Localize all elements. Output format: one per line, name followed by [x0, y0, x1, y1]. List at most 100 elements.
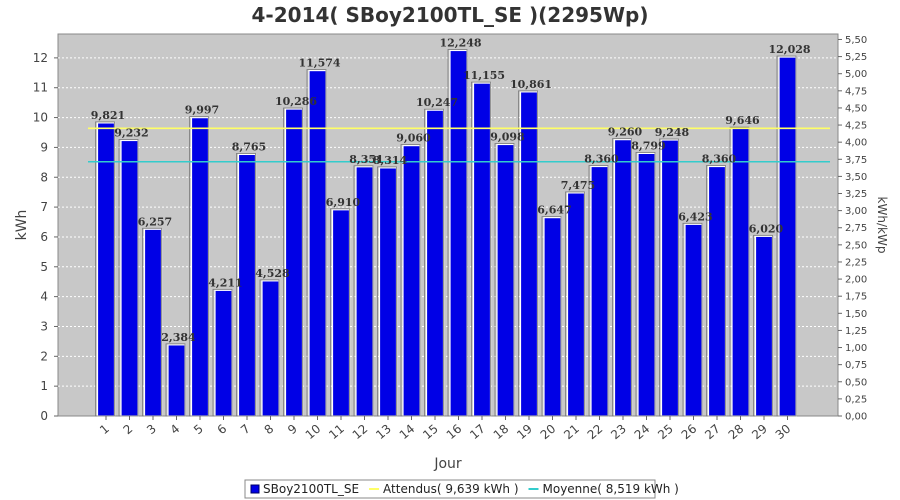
bar: [143, 228, 163, 417]
y-right-tick-label: 1,00: [845, 343, 867, 354]
bar-outline: [776, 55, 797, 417]
bar: [731, 127, 750, 417]
x-tick-label: 6: [215, 422, 230, 438]
y-right-tick-label: 5,00: [845, 69, 867, 80]
y-right-tick-label: 4,00: [845, 138, 867, 149]
y-tick-label: 2: [40, 349, 48, 363]
y-right-tick-label: 1,50: [845, 309, 867, 320]
bar-outline: [494, 143, 515, 417]
x-tick-label: 13: [373, 422, 394, 443]
bar: [590, 165, 609, 417]
bar-outline: [729, 126, 750, 417]
y-right-tick-label: 4,75: [845, 86, 867, 97]
data-label: 4,528: [255, 267, 290, 280]
y-axis-label: kWh: [14, 210, 30, 241]
x-axis: 1 2 3 4 5 6 7 8 9 10 11 12 13 14 15 16 17 18 19 20 21 22 23 24 2…: [97, 416, 793, 442]
y-right-tick-label: 3,25: [845, 189, 867, 200]
data-label: 9,248: [655, 126, 690, 139]
bar-outline: [659, 138, 679, 417]
bar-outline: [330, 208, 350, 417]
x-tick-label: 12: [350, 422, 371, 443]
data-label: 11,574: [298, 57, 340, 70]
y-right-tick-label: 2,75: [845, 223, 867, 234]
bar-outline: [165, 343, 186, 417]
bar: [613, 139, 633, 417]
x-tick-label: 11: [326, 422, 347, 443]
bar-outline: [471, 81, 491, 417]
bar-outline: [142, 227, 162, 417]
y-right-tick-label: 2,50: [845, 240, 867, 251]
x-tick-label: 26: [679, 422, 700, 443]
data-labels: 9,821 9,232 6,257 2,384 9,997 4,211 8,765 4,528…: [91, 36, 811, 343]
bar-outline: [353, 165, 374, 417]
data-label: 12,028: [768, 43, 810, 56]
y-tick-label: 3: [40, 319, 48, 333]
x-tick-label: 15: [420, 422, 441, 443]
y-right-tick-label: 0,25: [845, 394, 867, 405]
bar-outline: [588, 165, 609, 417]
y-tick-label: 10: [33, 111, 48, 125]
bar-outline: [259, 279, 280, 417]
legend-label: Attendus( 9,639 kWh ): [383, 482, 518, 496]
y-tick-label: 8: [40, 170, 48, 184]
bar-outline: [283, 107, 303, 417]
x-tick-label: 16: [444, 422, 465, 443]
x-tick-label: 1: [97, 422, 112, 438]
x-tick-label: 14: [397, 422, 418, 443]
x-tick-label: 25: [655, 422, 676, 443]
bar-outline: [189, 116, 209, 417]
legend-label: Moyenne( 8,519 kWh ): [543, 482, 679, 496]
bar-outline: [706, 165, 726, 417]
bar: [566, 192, 586, 417]
data-label: 9,098: [490, 130, 525, 143]
bar: [378, 167, 398, 417]
bar-outline: [682, 222, 703, 417]
data-label: 6,423: [678, 210, 712, 223]
bar-outline: [95, 121, 115, 417]
bar-outline: [753, 234, 773, 417]
chart-title: 4-2014( SBoy2100TL_SE )(2295Wp): [252, 3, 649, 27]
y-right-tick-label: 5,50: [845, 35, 867, 46]
data-label: 7,475: [561, 179, 595, 192]
x-tick-label: 29: [749, 422, 770, 443]
data-label: 8,799: [631, 139, 665, 152]
x-tick-label: 8: [262, 422, 277, 438]
data-label: 6,910: [326, 196, 361, 209]
x-tick-label: 10: [303, 422, 324, 443]
y-tick-label: 5: [40, 260, 48, 274]
x-tick-label: 2: [121, 422, 136, 438]
y-tick-label: 6: [40, 230, 48, 244]
y-right-tick-label: 5,25: [845, 52, 867, 63]
bar: [261, 280, 280, 417]
bar: [543, 217, 562, 417]
x-tick-label: 4: [168, 422, 183, 438]
legend: SBoy2100TL_SE Attendus( 9,639 kWh ) Moyenn…: [244, 479, 679, 499]
data-label: 8,765: [232, 140, 266, 153]
bar: [496, 143, 515, 417]
bar-outline: [612, 138, 632, 417]
bar-outline: [236, 153, 256, 417]
bar-outline: [424, 108, 444, 417]
data-label: 9,260: [608, 126, 643, 139]
data-label: 8,314: [373, 154, 408, 167]
bar-outline: [518, 90, 538, 417]
data-label: 8,351: [349, 153, 383, 166]
y-right-tick-label: 4,50: [845, 103, 867, 114]
y-tick-label: 11: [33, 81, 48, 95]
bar: [96, 122, 116, 417]
y-right-tick-label: 4,25: [845, 121, 867, 132]
bar-outline: [306, 69, 327, 417]
bar-outline: [565, 191, 585, 417]
x-tick-label: 24: [632, 422, 653, 443]
y-right-tick-label: 3,50: [845, 172, 867, 183]
bar: [754, 235, 774, 417]
x-tick-label: 22: [585, 422, 606, 443]
bar-outline: [541, 216, 562, 417]
x-tick-label: 9: [285, 422, 300, 438]
bar: [167, 344, 186, 417]
x-tick-label: 19: [514, 422, 535, 443]
data-label: 10,247: [416, 96, 458, 109]
x-tick-label: 21: [561, 422, 582, 443]
bar: [472, 82, 492, 417]
